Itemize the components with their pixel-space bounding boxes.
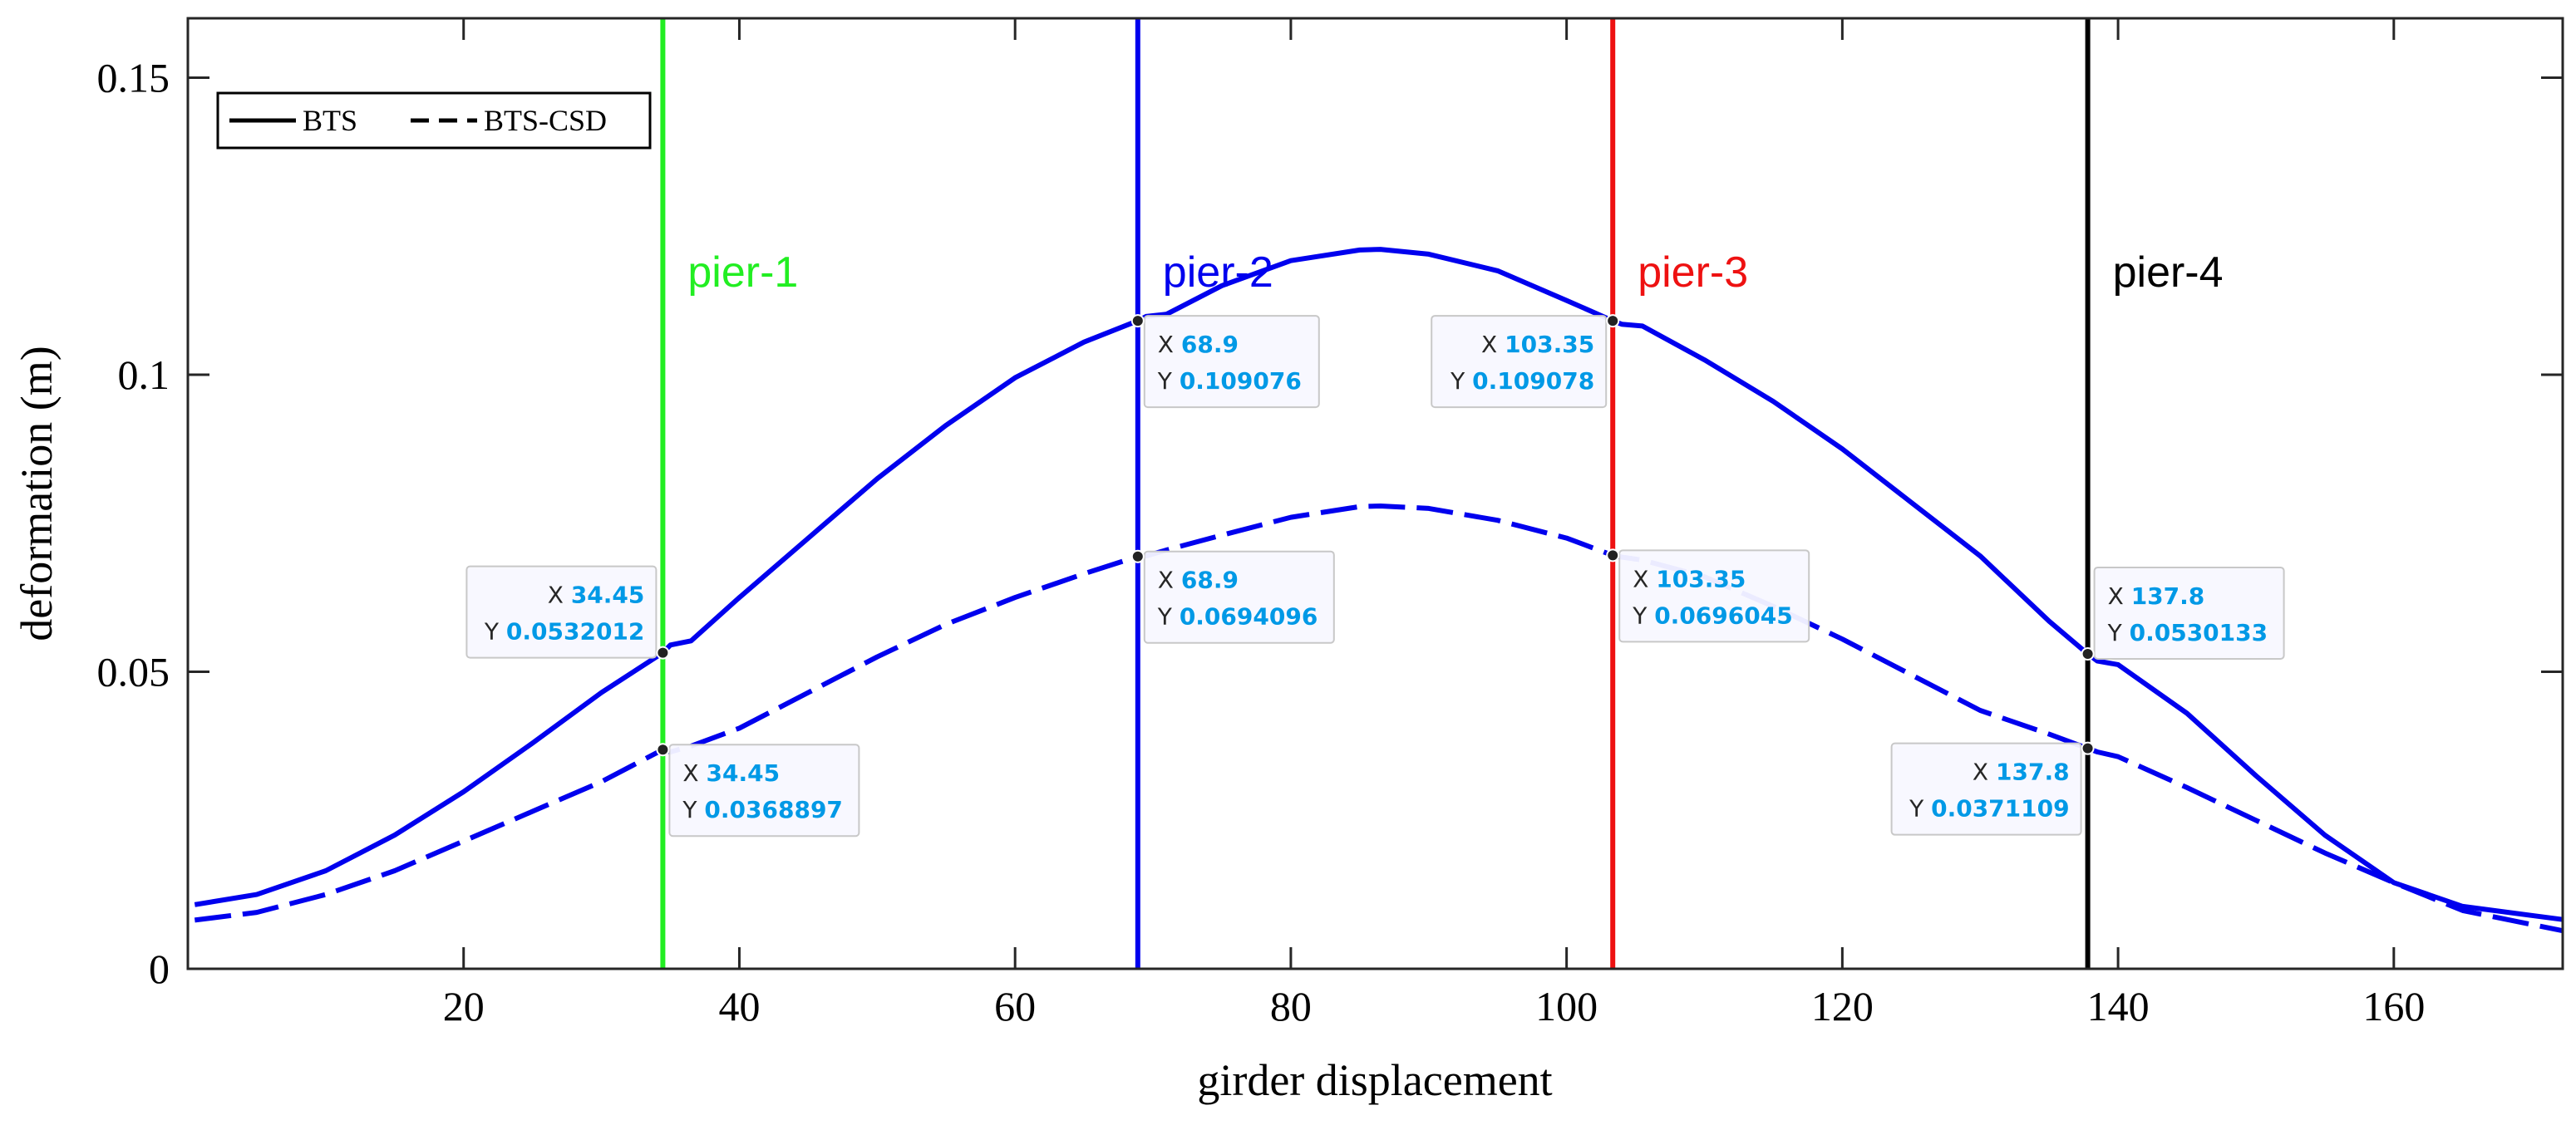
datatip-marker[interactable] bbox=[1606, 314, 1620, 328]
datatip-marker[interactable] bbox=[656, 646, 670, 660]
datatip-box bbox=[668, 744, 860, 838]
datatip-x: X 68.9 bbox=[1158, 331, 1239, 358]
pier-label-1: pier-1 bbox=[687, 248, 798, 297]
datatip[interactable]: X 137.8 Y 0.0371109 bbox=[1890, 741, 2095, 836]
datatip-marker[interactable] bbox=[656, 743, 670, 757]
x-tick-label: 40 bbox=[718, 983, 760, 1029]
x-tick-label: 60 bbox=[994, 983, 1036, 1029]
datatip[interactable]: X 68.9 Y 0.109076 bbox=[1130, 314, 1320, 409]
x-tick-label: 20 bbox=[443, 983, 485, 1029]
datatip[interactable]: X 68.9 Y 0.0694096 bbox=[1130, 549, 1335, 644]
datatip-y: Y 0.0368897 bbox=[682, 796, 843, 823]
datatip[interactable]: X 34.45 Y 0.0368897 bbox=[656, 743, 860, 838]
x-tick-label: 100 bbox=[1535, 983, 1598, 1029]
x-tick-label: 120 bbox=[1811, 983, 1874, 1029]
x-tick-label: 80 bbox=[1270, 983, 1312, 1029]
datatip-box bbox=[2093, 566, 2285, 660]
y-tick-label: 0.15 bbox=[97, 55, 170, 101]
datatip-x: X 68.9 bbox=[1158, 567, 1239, 594]
datatip-x: X 34.45 bbox=[682, 759, 780, 787]
pier-label-2: pier-2 bbox=[1163, 248, 1273, 297]
datatip-box bbox=[1431, 315, 1608, 409]
datatip-x: X 137.8 bbox=[2108, 582, 2205, 610]
x-tick-label: 140 bbox=[2087, 983, 2150, 1029]
datatip-y: Y 0.109078 bbox=[1450, 367, 1594, 395]
datatip-y: Y 0.0532012 bbox=[484, 618, 645, 646]
datatip[interactable]: X 103.35 Y 0.0696045 bbox=[1606, 548, 1810, 643]
datatip-box bbox=[1143, 315, 1320, 409]
datatip-x: X 103.35 bbox=[1481, 331, 1594, 358]
datatip-marker[interactable] bbox=[1606, 548, 1620, 562]
datatip-box bbox=[1143, 550, 1335, 644]
datatip-x: X 103.35 bbox=[1633, 565, 1746, 592]
datatip-y: Y 0.0530133 bbox=[2107, 619, 2268, 646]
datatip-box bbox=[1890, 742, 2082, 836]
pier-label-4: pier-4 bbox=[2113, 248, 2224, 297]
datatip-y: Y 0.0371109 bbox=[1909, 795, 2070, 823]
datatip-x: X 34.45 bbox=[548, 582, 645, 609]
legend-entry-bts: BTS bbox=[303, 104, 357, 137]
y-tick-label: 0.1 bbox=[118, 351, 170, 398]
y-axis-label: deformation (m) bbox=[12, 346, 62, 641]
axis-ticks: 20 40 60 80 100 120 140 160 0 0.05 0.1 0.15 bbox=[97, 18, 2563, 1029]
datatip-marker[interactable] bbox=[1130, 549, 1145, 563]
datatip-box bbox=[465, 565, 658, 659]
y-tick-label: 0 bbox=[149, 946, 170, 992]
datatip[interactable]: X 103.35 Y 0.109078 bbox=[1431, 314, 1620, 409]
y-tick-label: 0.05 bbox=[97, 649, 170, 695]
datatip-y: Y 0.0694096 bbox=[1157, 603, 1318, 631]
datatip-marker[interactable] bbox=[2081, 741, 2095, 755]
datatip[interactable]: X 137.8 Y 0.0530133 bbox=[2081, 566, 2285, 661]
datatip-y: Y 0.109076 bbox=[1157, 367, 1302, 395]
axes-box bbox=[186, 17, 2564, 970]
datatip[interactable]: X 34.45 Y 0.0532012 bbox=[465, 565, 670, 660]
datatip-marker[interactable] bbox=[2081, 646, 2095, 661]
pier-label-3: pier-3 bbox=[1638, 248, 1748, 297]
x-axis-label: girder displacement bbox=[1197, 1055, 1552, 1105]
datatip-marker[interactable] bbox=[1130, 314, 1145, 328]
legend-entry-bts-csd: BTS-CSD bbox=[484, 104, 607, 137]
datatip-box bbox=[1618, 549, 1810, 643]
datatip-x: X 137.8 bbox=[1973, 759, 2070, 786]
legend: BTS BTS-CSD bbox=[216, 91, 652, 150]
datatip-y: Y 0.0696045 bbox=[1632, 602, 1793, 629]
x-tick-label: 160 bbox=[2362, 983, 2425, 1029]
plot-content: pier-1 pier-2 pier-3 pier-4 X 34.45 Y 0.05320… bbox=[194, 18, 2564, 969]
